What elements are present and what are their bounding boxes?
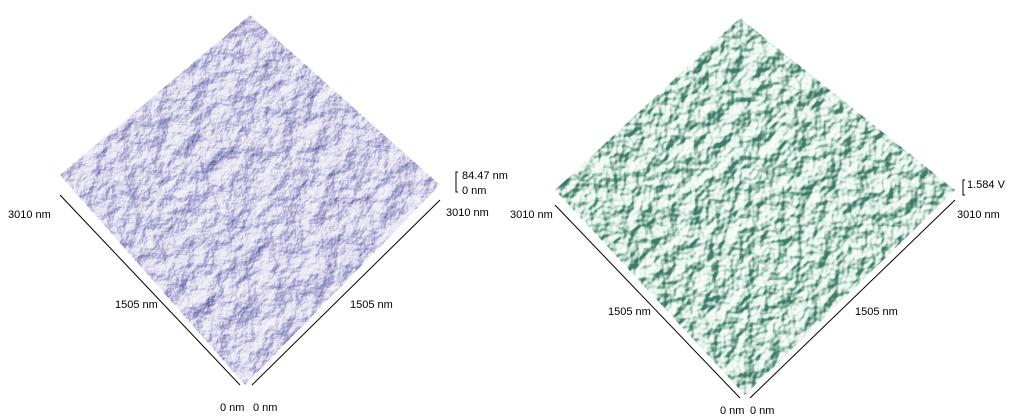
axis-label: 1505 nm [115, 299, 158, 311]
surface-panel-1: 3010 nm 1505 nm 0 nm 0 nm 1505 nm 3010 n… [8, 15, 508, 414]
z-scale-min: 0 nm [462, 185, 486, 197]
surface-panel-2: 3010 nm 1505 nm 0 nm 0 nm 1505 nm 3010 n… [510, 18, 1006, 417]
axis-label: 0 nm [720, 405, 744, 417]
z-scale-max: 84.47 nm [462, 170, 508, 182]
z-scale-bar [455, 171, 458, 193]
axis-label: 3010 nm [8, 209, 51, 221]
left-axis [554, 204, 741, 399]
axis-label: 0 nm [750, 405, 774, 417]
axis-label: 1505 nm [350, 299, 393, 311]
z-scale-max: 1.584 V [967, 179, 1006, 191]
height-surface [60, 15, 440, 385]
axis-label: 3010 nm [510, 209, 553, 221]
axis-label: 1505 nm [855, 306, 898, 318]
axis-label: 0 nm [220, 402, 244, 414]
left-axis [59, 194, 241, 386]
potential-surface [555, 18, 955, 395]
axis-label: 3010 nm [957, 209, 1000, 221]
right-axis [251, 199, 441, 386]
axis-label: 3010 nm [446, 207, 489, 219]
axis-label: 1505 nm [608, 306, 651, 318]
right-axis [749, 199, 956, 399]
z-scale-bar [962, 179, 965, 196]
axis-label: 0 nm [253, 402, 277, 414]
